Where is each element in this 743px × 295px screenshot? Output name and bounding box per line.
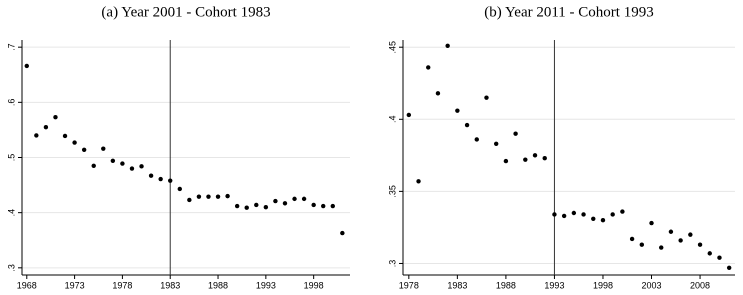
y-tick-label: .7 (6, 43, 16, 51)
point (91, 163, 96, 168)
point (120, 161, 125, 166)
x-tick-label: 1978 (112, 280, 132, 290)
point (610, 212, 615, 217)
point (484, 95, 489, 100)
x-tick-label: 1998 (304, 280, 324, 290)
point (717, 255, 722, 260)
y-tick-label: .4 (387, 116, 397, 124)
x-tick-label: 1993 (544, 280, 564, 290)
point (72, 140, 77, 145)
point (215, 194, 221, 199)
point (225, 193, 230, 199)
point (273, 198, 278, 204)
point (678, 238, 683, 243)
point (493, 141, 499, 147)
point (600, 218, 606, 223)
chart-title: (b) Year 2011 - Cohort 1993 (484, 4, 653, 20)
point (168, 178, 173, 183)
x-tick-label: 1988 (208, 280, 228, 290)
point (244, 205, 249, 210)
point (62, 133, 68, 139)
point (196, 194, 202, 199)
chart-title: (a) Year 2001 - Cohort 1983 (101, 4, 270, 20)
point (435, 91, 441, 96)
y-tick-label: .6 (6, 99, 16, 107)
point (206, 194, 211, 199)
x-tick-label: 1993 (256, 280, 276, 290)
point (53, 115, 58, 120)
x-tick-label: 1973 (65, 280, 85, 290)
point (110, 158, 116, 164)
point (340, 230, 345, 236)
point (649, 220, 654, 226)
point (101, 146, 106, 151)
point (282, 201, 288, 206)
point (330, 203, 335, 209)
x-tick-label: 1968 (17, 280, 37, 290)
x-tick-label: 1983 (447, 280, 467, 290)
point (464, 122, 470, 128)
point (406, 112, 412, 118)
point (34, 133, 39, 138)
point (726, 265, 732, 270)
point (234, 203, 240, 209)
point (43, 124, 49, 130)
point (697, 242, 703, 247)
point (532, 153, 538, 158)
point (629, 236, 635, 242)
point (292, 196, 297, 202)
point (639, 242, 645, 247)
x-tick-label: 2003 (641, 280, 661, 290)
point (254, 202, 259, 208)
x-tick-label: 1988 (496, 280, 516, 290)
point (139, 164, 144, 169)
y-tick-label: .4 (6, 209, 16, 217)
point (177, 186, 182, 192)
point (591, 216, 596, 221)
point (561, 213, 567, 219)
point (503, 158, 509, 164)
x-tick-label: 1998 (593, 280, 613, 290)
point (581, 212, 586, 217)
point (688, 232, 693, 237)
point (523, 157, 528, 162)
y-tick-label: .3 (387, 260, 397, 268)
point (311, 202, 316, 208)
point (571, 210, 577, 216)
point (659, 245, 664, 250)
y-tick-label: .5 (6, 154, 16, 162)
point (707, 251, 712, 256)
point (416, 179, 421, 184)
point (263, 204, 269, 210)
point (455, 108, 460, 113)
point (148, 173, 154, 178)
point (620, 209, 625, 214)
point (24, 63, 29, 69)
point (474, 137, 479, 142)
y-tick-label: .45 (387, 41, 397, 54)
x-tick-label: 1983 (160, 280, 180, 290)
x-tick-label: 1978 (399, 280, 419, 290)
point (513, 131, 518, 136)
point (158, 176, 163, 182)
point (668, 229, 674, 234)
x-tick-label: 2008 (690, 280, 710, 290)
point (552, 212, 557, 217)
point (445, 43, 450, 48)
point (81, 147, 87, 152)
point (301, 196, 307, 202)
y-tick-label: .35 (387, 185, 397, 198)
y-tick-label: .3 (6, 264, 16, 272)
point (129, 166, 135, 171)
point (542, 156, 547, 161)
point (321, 203, 326, 209)
point (426, 65, 431, 70)
point (187, 197, 192, 203)
